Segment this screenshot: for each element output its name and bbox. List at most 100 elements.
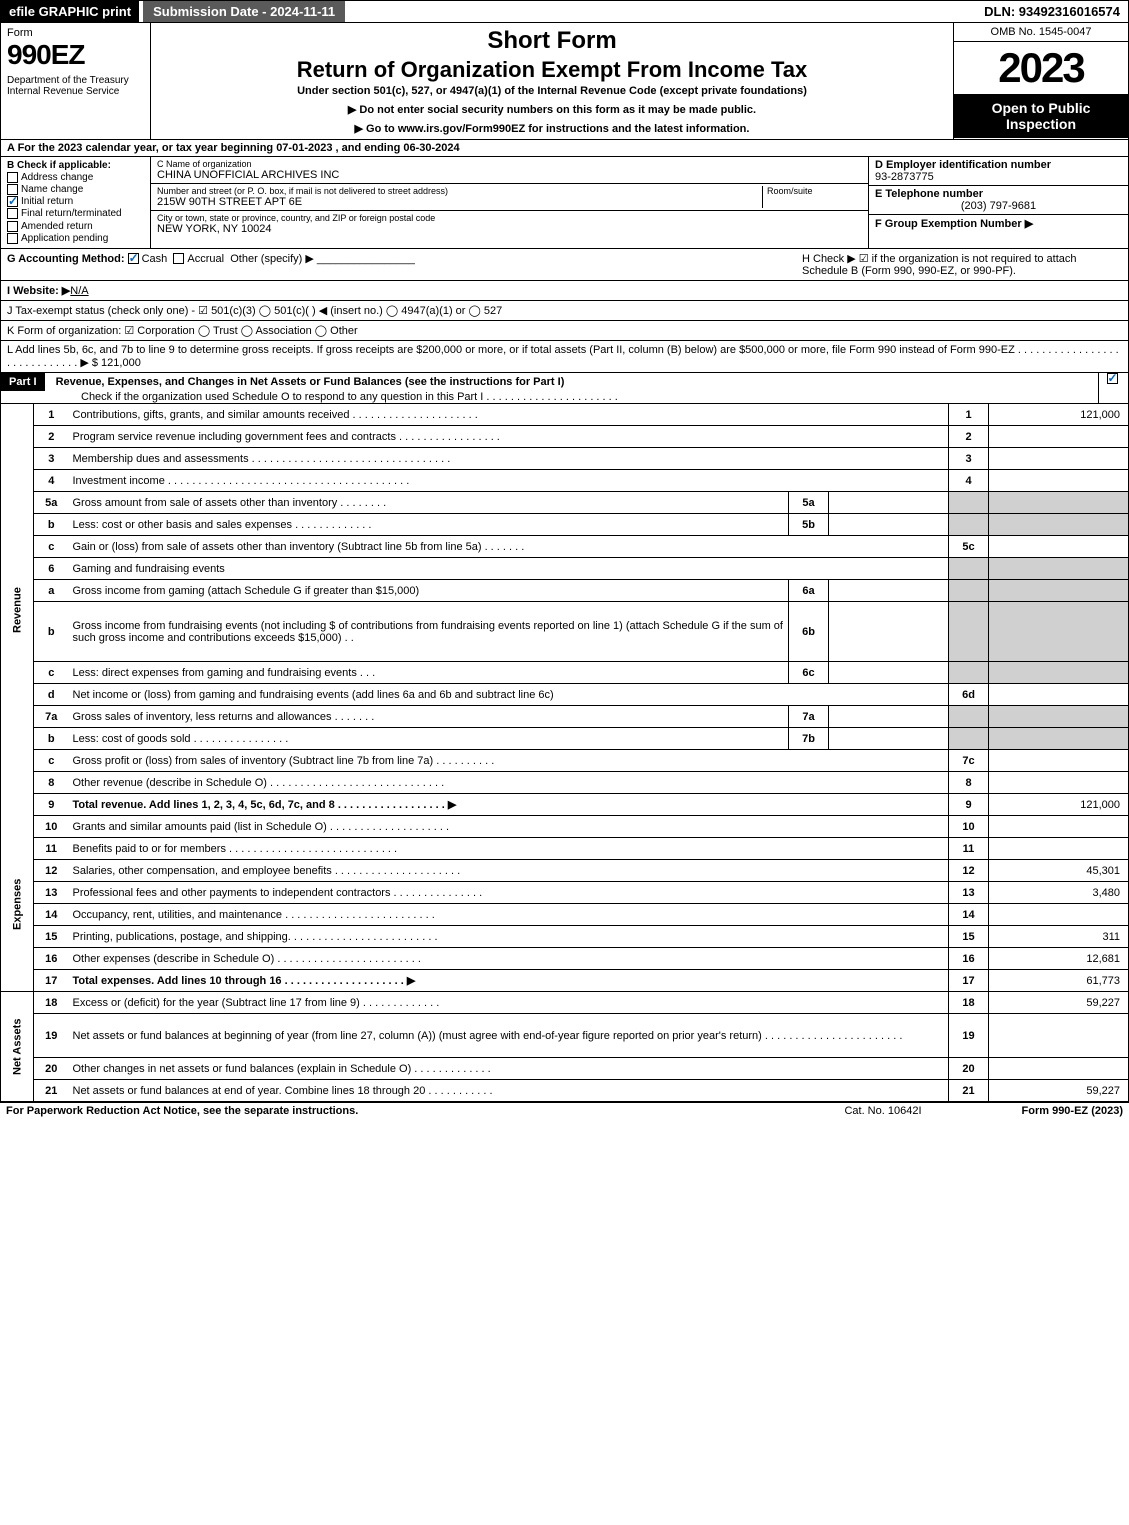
table-row: 2Program service revenue including gover…: [1, 426, 1129, 448]
line-amount: 45,301: [989, 860, 1129, 882]
table-row: cGross profit or (loss) from sales of in…: [1, 750, 1129, 772]
line-description: Gross profit or (loss) from sales of inv…: [69, 750, 949, 772]
line-description: Gain or (loss) from sale of assets other…: [69, 536, 949, 558]
part1-badge: Part I: [1, 373, 45, 391]
table-row: 4Investment income . . . . . . . . . . .…: [1, 470, 1129, 492]
address-label: Number and street (or P. O. box, if mail…: [157, 186, 762, 196]
org-name-row: C Name of organization CHINA UNOFFICIAL …: [151, 157, 868, 184]
line-amount: [989, 536, 1129, 558]
chk-initial-return[interactable]: Initial return: [7, 196, 144, 207]
tel-row: E Telephone number (203) 797-9681: [869, 186, 1128, 215]
form-header: Form 990EZ Department of the Treasury In…: [0, 23, 1129, 140]
dln-label: DLN: 93492316016574: [976, 1, 1128, 22]
line-l: L Add lines 5b, 6c, and 7b to line 9 to …: [0, 341, 1129, 373]
line-description: Other revenue (describe in Schedule O) .…: [69, 772, 949, 794]
line-amount: [989, 1014, 1129, 1058]
footer-left: For Paperwork Reduction Act Notice, see …: [6, 1105, 358, 1117]
line-number: 13: [34, 882, 69, 904]
org-name-label: C Name of organization: [157, 159, 862, 169]
line-k: K Form of organization: ☑ Corporation ◯ …: [0, 321, 1129, 341]
ssn-warning: ▶ Do not enter social security numbers o…: [161, 103, 943, 116]
line-description: Printing, publications, postage, and shi…: [69, 926, 949, 948]
line-amount: 12,681: [989, 948, 1129, 970]
line-amount: [989, 772, 1129, 794]
table-row: 7aGross sales of inventory, less returns…: [1, 706, 1129, 728]
entity-block: B Check if applicable: Address change Na…: [0, 157, 1129, 249]
amount-shaded: [989, 558, 1129, 580]
right-line-number: 1: [949, 404, 989, 426]
line-description: Gross amount from sale of assets other t…: [69, 492, 789, 514]
right-num-shaded: [949, 558, 989, 580]
line-number: 4: [34, 470, 69, 492]
amount-shaded: [989, 580, 1129, 602]
tax-year: 2023: [954, 42, 1128, 94]
line-number: 3: [34, 448, 69, 470]
group-exemption-label: F Group Exemption Number ▶: [875, 217, 1122, 230]
table-row: dNet income or (loss) from gaming and fu…: [1, 684, 1129, 706]
top-bar: efile GRAPHIC print Submission Date - 20…: [0, 0, 1129, 23]
line-amount: [989, 426, 1129, 448]
line-number: 21: [34, 1080, 69, 1102]
sub-line-value: [829, 514, 949, 536]
line-description: Excess or (deficit) for the year (Subtra…: [69, 992, 949, 1014]
line-description: Net assets or fund balances at end of ye…: [69, 1080, 949, 1102]
amount-shaded: [989, 706, 1129, 728]
right-line-number: 9: [949, 794, 989, 816]
right-line-number: 18: [949, 992, 989, 1014]
line-number: 10: [34, 816, 69, 838]
line-description: Total revenue. Add lines 1, 2, 3, 4, 5c,…: [69, 794, 949, 816]
table-row: aGross income from gaming (attach Schedu…: [1, 580, 1129, 602]
chk-address-change[interactable]: Address change: [7, 172, 144, 183]
ein-row: D Employer identification number 93-2873…: [869, 157, 1128, 186]
part1-schedule-o-check[interactable]: [1098, 373, 1128, 403]
form-number: 990EZ: [7, 39, 144, 71]
chk-name-change[interactable]: Name change: [7, 184, 144, 195]
table-row: 9Total revenue. Add lines 1, 2, 3, 4, 5c…: [1, 794, 1129, 816]
line-description: Membership dues and assessments . . . . …: [69, 448, 949, 470]
line-i: I Website: ▶N/A: [0, 281, 1129, 301]
section-d: D Employer identification number 93-2873…: [868, 157, 1128, 248]
city-row: City or town, state or province, country…: [151, 211, 868, 237]
right-num-shaded: [949, 492, 989, 514]
line-description: Less: cost or other basis and sales expe…: [69, 514, 789, 536]
line-a-row: A For the 2023 calendar year, or tax yea…: [0, 140, 1129, 157]
line-description: Gross sales of inventory, less returns a…: [69, 706, 789, 728]
sub-line-value: [829, 706, 949, 728]
amount-shaded: [989, 602, 1129, 662]
chk-final-return[interactable]: Final return/terminated: [7, 208, 144, 219]
footer-form-ref: Form 990-EZ (2023): [1022, 1105, 1123, 1117]
chk-amended-return[interactable]: Amended return: [7, 221, 144, 232]
ein-value: 93-2873775: [875, 171, 1122, 183]
line-g: G Accounting Method: Cash Accrual Other …: [7, 252, 802, 277]
sub-line-value: [829, 662, 949, 684]
sec-b-title: B Check if applicable:: [7, 160, 144, 171]
part1-table: Revenue1Contributions, gifts, grants, an…: [0, 404, 1129, 1103]
line-description: Net income or (loss) from gaming and fun…: [69, 684, 949, 706]
right-num-shaded: [949, 662, 989, 684]
line-description: Grants and similar amounts paid (list in…: [69, 816, 949, 838]
part1-header-row: Part I Revenue, Expenses, and Changes in…: [0, 373, 1129, 404]
open-inspection-badge: Open to Public Inspection: [954, 94, 1128, 138]
chk-cash[interactable]: [128, 253, 139, 264]
line-description: Less: direct expenses from gaming and fu…: [69, 662, 789, 684]
line-number: 8: [34, 772, 69, 794]
table-row: 11Benefits paid to or for members . . . …: [1, 838, 1129, 860]
amount-shaded: [989, 728, 1129, 750]
line-amount: 59,227: [989, 1080, 1129, 1102]
right-num-shaded: [949, 580, 989, 602]
efile-label[interactable]: efile GRAPHIC print: [1, 1, 139, 22]
form-title: Return of Organization Exempt From Incom…: [161, 57, 943, 83]
table-row: 14Occupancy, rent, utilities, and mainte…: [1, 904, 1129, 926]
table-row: 5aGross amount from sale of assets other…: [1, 492, 1129, 514]
right-num-shaded: [949, 706, 989, 728]
line-amount: [989, 1058, 1129, 1080]
line-description: Total expenses. Add lines 10 through 16 …: [69, 970, 949, 992]
sub-line-number: 6a: [789, 580, 829, 602]
line-description: Other expenses (describe in Schedule O) …: [69, 948, 949, 970]
chk-application-pending[interactable]: Application pending: [7, 233, 144, 244]
chk-accrual[interactable]: [173, 253, 184, 264]
line-description: Other changes in net assets or fund bala…: [69, 1058, 949, 1080]
right-line-number: 12: [949, 860, 989, 882]
right-line-number: 14: [949, 904, 989, 926]
city-label: City or town, state or province, country…: [157, 213, 862, 223]
